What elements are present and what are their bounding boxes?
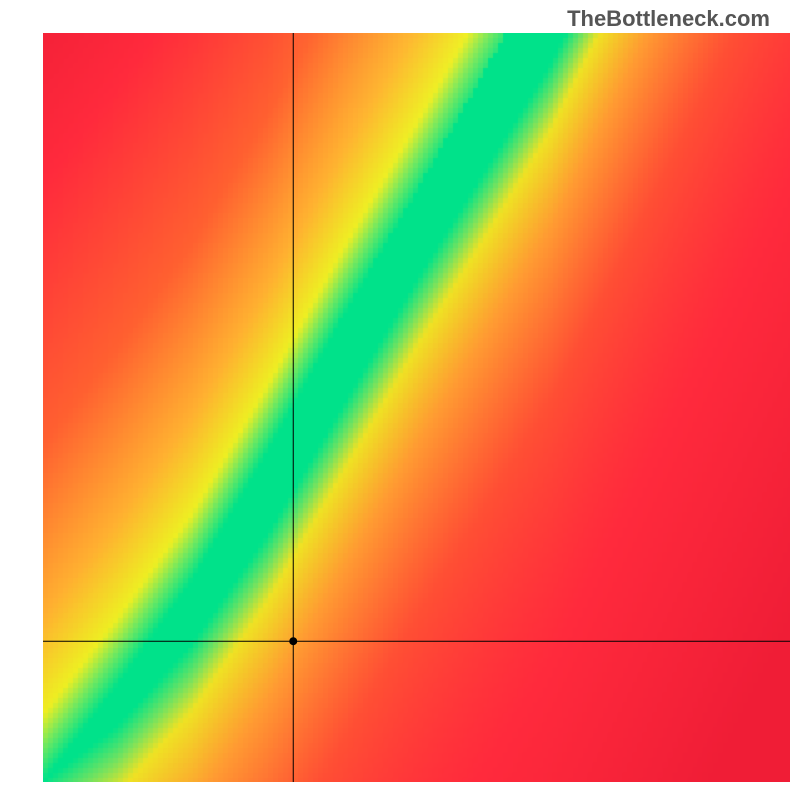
watermark-text: TheBottleneck.com <box>567 6 770 32</box>
chart-container: TheBottleneck.com <box>0 0 800 800</box>
heatmap-canvas <box>43 33 790 782</box>
